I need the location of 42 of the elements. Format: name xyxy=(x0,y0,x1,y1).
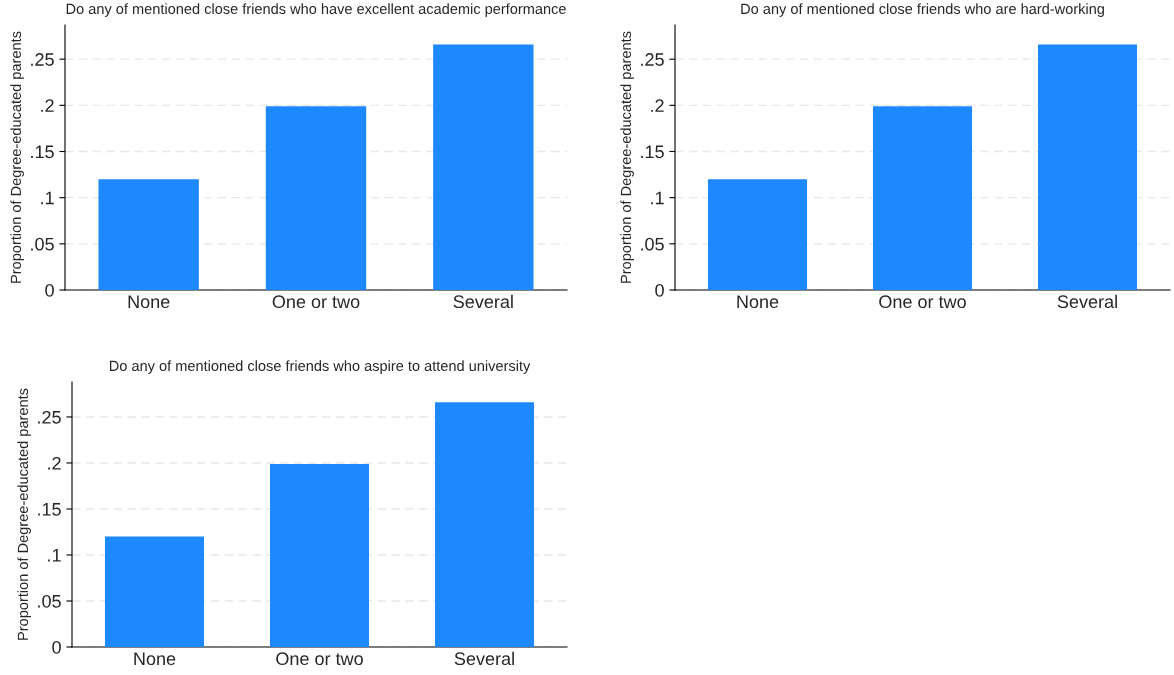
x-tick-label: Several xyxy=(454,651,514,666)
y-axis-title: Proportion of Degree-educated parents xyxy=(620,31,634,283)
x-tick-label: None xyxy=(128,295,170,309)
chart-title: Do any of mentioned close friends who aspire to attend university xyxy=(109,360,531,374)
chart-title: Do any of mentioned close friends who are hard-working xyxy=(741,3,1104,17)
x-tick-label: One or two xyxy=(272,295,360,309)
y-tick-label: .05 xyxy=(641,237,664,251)
y-tick-label: .2 xyxy=(48,456,61,470)
x-tick-label: One or two xyxy=(276,652,363,666)
chart-title: Do any of mentioned close friends who have excellent academic performance xyxy=(66,3,566,17)
y-tick-label: .25 xyxy=(641,53,664,66)
y-tick-label: 0 xyxy=(52,640,61,654)
y-tick-label: 0 xyxy=(655,283,664,297)
x-tick-label: Several xyxy=(453,294,513,309)
y-tick-label: 0 xyxy=(45,283,54,297)
bar xyxy=(873,106,972,290)
y-tick-label: .1 xyxy=(48,549,61,562)
bar xyxy=(433,44,534,290)
bar xyxy=(1038,44,1137,290)
bar xyxy=(98,179,199,290)
y-axis-title: Proportion of Degree-educated parents xyxy=(10,31,24,283)
x-tick-label: One or two xyxy=(879,295,966,309)
y-tick-label: .15 xyxy=(641,145,664,159)
bar xyxy=(435,402,534,647)
bar xyxy=(105,536,204,647)
y-tick-label: .25 xyxy=(31,53,54,66)
y-tick-label: .05 xyxy=(38,594,61,608)
y-tick-label: .1 xyxy=(651,191,664,205)
x-tick-label: Several xyxy=(1057,294,1117,309)
bar xyxy=(265,106,367,290)
bar xyxy=(270,463,369,647)
y-axis-title: Proportion of Degree-educated parents xyxy=(17,388,31,640)
y-tick-label: .2 xyxy=(651,99,664,112)
bar xyxy=(708,179,807,290)
x-tick-label: None xyxy=(134,652,176,666)
y-tick-label: .1 xyxy=(41,191,54,205)
y-tick-label: .05 xyxy=(31,237,54,251)
y-tick-label: .2 xyxy=(41,99,54,112)
y-tick-label: .25 xyxy=(38,410,61,424)
y-tick-label: .15 xyxy=(31,145,54,159)
x-tick-label: None xyxy=(737,295,779,309)
y-tick-label: .15 xyxy=(38,503,61,516)
